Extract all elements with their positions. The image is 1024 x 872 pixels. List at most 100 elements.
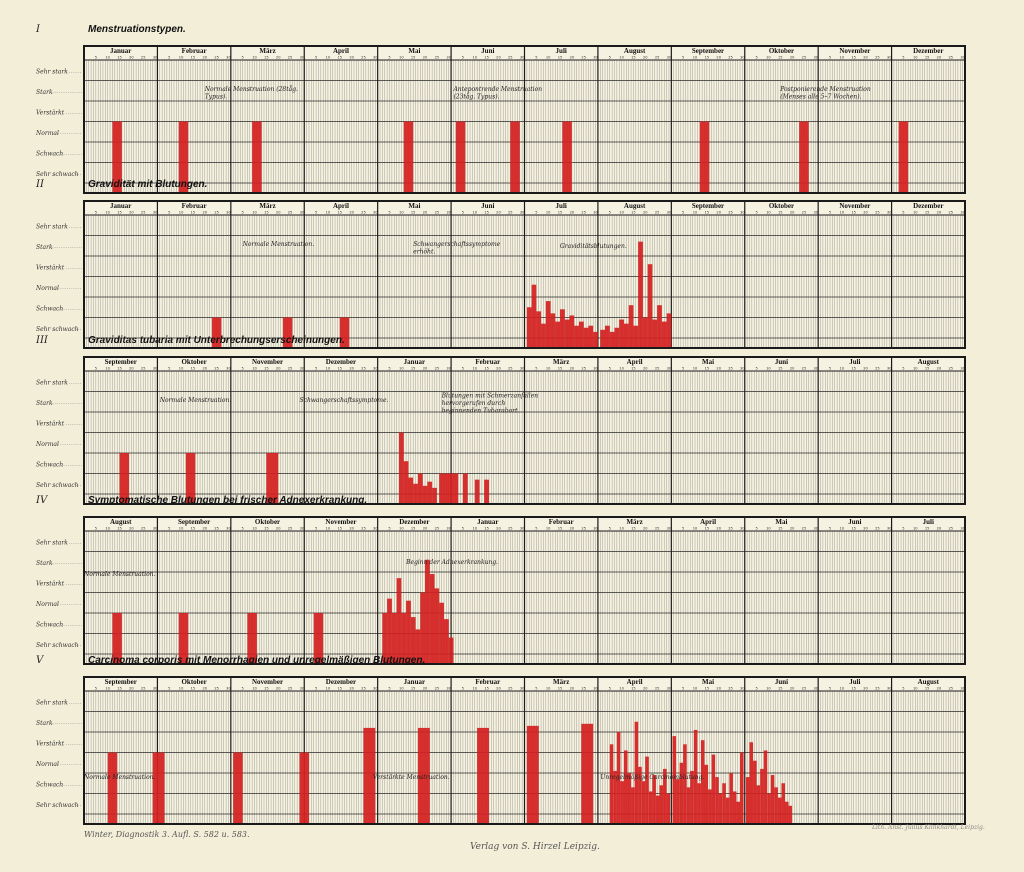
day-tick-label: 30 (226, 687, 231, 691)
bleeding-bar (700, 740, 705, 824)
bleeding-bar (767, 793, 771, 824)
bleeding-bar (396, 578, 402, 664)
day-tick-label: 20 (643, 56, 648, 60)
day-tick-label: 5 (388, 367, 390, 371)
day-tick-label: 15 (778, 527, 783, 531)
day-tick-label: 15 (411, 527, 416, 531)
level-label: Normal (35, 130, 59, 137)
day-tick-label: 25 (361, 527, 366, 531)
day-tick-label: 20 (790, 367, 795, 371)
day-tick-label: 15 (778, 56, 783, 60)
panel-frame (83, 356, 966, 505)
bleeding-bar (628, 305, 634, 348)
day-tick-label: 25 (949, 56, 954, 60)
day-tick-label: 5 (95, 527, 97, 531)
month-label: November (252, 358, 283, 366)
month-label: März (259, 202, 275, 210)
day-tick-label: 10 (766, 527, 771, 531)
day-tick-label: 20 (570, 527, 575, 531)
day-tick-label: 5 (902, 687, 904, 691)
day-tick-label: 30 (960, 527, 965, 531)
day-tick-label: 25 (508, 211, 513, 215)
month-label: Januar (110, 202, 131, 210)
day-tick-label: 25 (949, 367, 954, 371)
bleeding-bar (266, 453, 279, 504)
day-tick-label: 10 (399, 56, 404, 60)
bleeding-bar (777, 797, 782, 824)
day-tick-label: 5 (95, 56, 97, 60)
level-label: Schwach (36, 461, 63, 468)
day-tick-label: 30 (960, 211, 965, 215)
day-tick-label: 5 (315, 687, 317, 691)
day-tick-label: 25 (361, 211, 366, 215)
level-label: Sehr stark (36, 699, 68, 706)
day-tick-label: 5 (388, 211, 390, 215)
month-label: Juni (481, 47, 494, 55)
day-tick-label: 10 (766, 687, 771, 691)
day-tick-label: 30 (300, 56, 305, 60)
day-tick-label: 5 (388, 527, 390, 531)
day-tick-label: 10 (913, 56, 918, 60)
bleeding-bar (600, 329, 606, 348)
day-tick-label: 15 (411, 211, 416, 215)
month-label: Februar (475, 678, 500, 686)
day-tick-label: 30 (520, 687, 525, 691)
day-tick-label: 10 (472, 211, 477, 215)
bleeding-bar (593, 331, 598, 348)
level-label: Verstärkt (36, 740, 65, 747)
day-tick-label: 25 (288, 687, 293, 691)
month-label: Juli (556, 47, 567, 55)
day-tick-label: 10 (913, 367, 918, 371)
month-label: Juni (775, 358, 788, 366)
day-tick-label: 30 (887, 56, 892, 60)
day-tick-label: 15 (851, 687, 856, 691)
day-tick-label: 30 (373, 687, 378, 691)
level-label: Normal (35, 761, 59, 768)
day-tick-label: 30 (887, 367, 892, 371)
day-tick-label: 25 (361, 687, 366, 691)
day-tick-label: 15 (558, 56, 563, 60)
day-tick-label: 10 (252, 56, 257, 60)
bleeding-bar (638, 766, 642, 824)
bleeding-bar (722, 783, 726, 824)
bleeding-bar (112, 613, 122, 664)
bleeding-bar (550, 313, 556, 348)
bleeding-bar (619, 319, 624, 348)
day-tick-label: 10 (913, 211, 918, 215)
day-tick-label: 20 (790, 56, 795, 60)
day-tick-label: 20 (349, 367, 354, 371)
day-tick-label: 15 (705, 211, 710, 215)
month-label: Februar (182, 47, 207, 55)
chart-panel-2: II Gravidität mit Blutungen. Sehr stark Sta… (35, 179, 966, 349)
level-label: Stark (36, 560, 53, 567)
day-tick-label: 15 (484, 367, 489, 371)
bleeding-bar (627, 773, 632, 824)
panel-title: Gravidität mit Blutungen. (88, 179, 207, 190)
bleeding-bar (652, 319, 658, 348)
day-tick-label: 5 (609, 56, 611, 60)
day-tick-label: 5 (168, 367, 170, 371)
day-tick-label: 10 (913, 687, 918, 691)
day-tick-label: 5 (902, 211, 904, 215)
day-tick-label: 15 (925, 527, 930, 531)
level-label: Sehr stark (36, 223, 68, 230)
day-tick-label: 5 (682, 56, 684, 60)
day-tick-label: 5 (902, 527, 904, 531)
bleeding-bar (455, 121, 466, 193)
panel-frame (83, 200, 966, 349)
month-label: August (918, 358, 940, 366)
day-tick-label: 25 (141, 687, 146, 691)
bleeding-bar (247, 613, 257, 664)
day-tick-label: 25 (728, 367, 733, 371)
month-label: April (627, 678, 643, 686)
bleeding-bar (382, 613, 388, 664)
day-tick-label: 5 (462, 527, 464, 531)
bleeding-bar (679, 762, 684, 824)
bleeding-bar (448, 637, 454, 664)
day-tick-label: 20 (863, 56, 868, 60)
day-tick-label: 30 (520, 211, 525, 215)
level-label: Stark (36, 89, 53, 96)
day-tick-label: 20 (349, 56, 354, 60)
day-tick-label: 5 (462, 56, 464, 60)
day-tick-label: 25 (581, 527, 586, 531)
